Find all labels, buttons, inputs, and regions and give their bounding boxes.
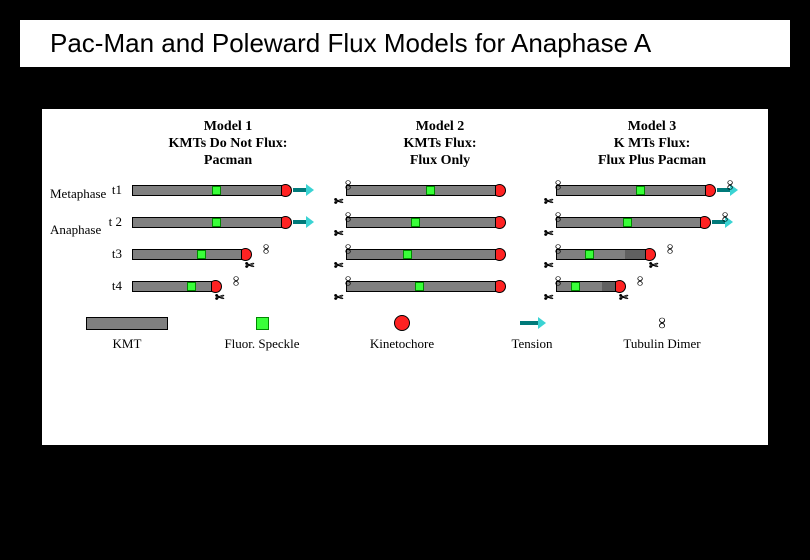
speckle [426, 186, 435, 195]
depolymerizer-icon: ✄ [544, 261, 553, 272]
phase-label-anaphase: Anaphase [50, 222, 101, 238]
legend-icon [86, 312, 168, 334]
model-cell [128, 184, 338, 197]
speckle [636, 186, 645, 195]
tubulin-dimer: ∞ [340, 180, 354, 190]
speckle [187, 282, 196, 291]
depolymerizer-icon: ✄ [544, 293, 553, 304]
legend-item: KMT [62, 312, 192, 352]
kmt-bar [132, 281, 212, 292]
figure-panel: Model 1KMTs Do Not Flux:PacmanModel 2KMT… [40, 107, 770, 447]
tubulin-dimer: ∞ [722, 180, 736, 190]
model-headers: Model 1KMTs Do Not Flux:PacmanModel 2KMT… [122, 119, 758, 169]
legend-label: Kinetochore [370, 336, 434, 352]
kmt-bar [346, 217, 496, 228]
speckle [212, 218, 221, 227]
model-header: Model 3K MTs Flux:Flux Plus Pacman [546, 119, 758, 169]
speckle [415, 282, 424, 291]
tension-arrow [293, 184, 314, 196]
legend-icon [256, 312, 269, 334]
model-header: Model 2KMTs Flux:Flux Only [334, 119, 546, 169]
tubulin-dimer: ∞ [717, 212, 731, 222]
kmt-row: t 2✄∞✄∞∞ [52, 206, 758, 238]
tubulin-dimer: ∞ [340, 212, 354, 222]
page-title: Pac-Man and Poleward Flux Models for Ana… [50, 28, 651, 58]
kmt-bar [556, 249, 646, 260]
tubulin-dimer: ∞ [550, 180, 564, 190]
legend-icon [394, 312, 410, 334]
kmt-bar [346, 249, 496, 260]
speckle [212, 186, 221, 195]
legend: KMT Fluor. Speckle Kinetochore Tension ∞… [52, 312, 758, 352]
depolymerizer-icon: ✄ [649, 261, 658, 272]
depolymerizer-icon: ✄ [334, 293, 343, 304]
kmt-row: t3✄∞✄∞✄✄∞∞ [52, 238, 758, 270]
model-cell: ✄∞ [128, 280, 338, 293]
kmt-bar [132, 249, 242, 260]
depolymerizer-icon: ✄ [544, 229, 553, 240]
legend-label: Tension [512, 336, 553, 352]
time-label: t4 [52, 278, 128, 294]
model-cell: ✄∞ [338, 184, 548, 197]
depolymerizer-icon: ✄ [619, 293, 628, 304]
kmt-bar [132, 217, 282, 228]
legend-icon [519, 312, 546, 334]
time-label: t3 [52, 246, 128, 262]
model-cell: ✄∞∞ [548, 216, 758, 229]
tubulin-dimer: ∞ [340, 276, 354, 286]
tubulin-dimer: ∞ [258, 244, 272, 254]
legend-label: Fluor. Speckle [224, 336, 299, 352]
tubulin-dimer: ∞ [662, 244, 676, 254]
model-cell: ✄✄∞∞ [548, 280, 758, 293]
depolymerizer-icon: ✄ [245, 261, 254, 272]
tubulin-dimer: ∞ [550, 244, 564, 254]
legend-item: ∞ Tubulin Dimer [592, 312, 732, 352]
model-cell: ✄∞ [128, 248, 338, 261]
phase-label-metaphase: Metaphase [50, 186, 106, 202]
rows-area: Metaphase Anaphase t1✄∞✄∞∞t 2✄∞✄∞∞t3✄∞✄∞… [52, 174, 758, 302]
title-bar: Pac-Man and Poleward Flux Models for Ana… [20, 20, 790, 67]
tubulin-dimer: ∞ [340, 244, 354, 254]
kmt-bar [556, 185, 706, 196]
depolymerizer-icon: ✄ [334, 229, 343, 240]
kmt-bar [346, 281, 496, 292]
model-cell: ✄✄∞∞ [548, 248, 758, 261]
speckle [411, 218, 420, 227]
legend-item: Kinetochore [332, 312, 472, 352]
tension-arrow [293, 216, 314, 228]
depolymerizer-icon: ✄ [334, 261, 343, 272]
speckle [585, 250, 594, 259]
depolymerizer-icon: ✄ [215, 293, 224, 304]
legend-label: KMT [113, 336, 142, 352]
model-cell: ✄∞ [338, 280, 548, 293]
speckle [403, 250, 412, 259]
speckle [197, 250, 206, 259]
model-cell: ✄∞∞ [548, 184, 758, 197]
kmt-row: t1✄∞✄∞∞ [52, 174, 758, 206]
model-header: Model 1KMTs Do Not Flux:Pacman [122, 119, 334, 169]
tubulin-dimer: ∞ [550, 276, 564, 286]
model-cell: ✄∞ [338, 216, 548, 229]
kmt-bar [556, 217, 701, 228]
depolymerizer-icon: ✄ [544, 197, 553, 208]
tubulin-dimer: ∞ [550, 212, 564, 222]
kmt-bar [132, 185, 282, 196]
legend-item: Tension [472, 312, 592, 352]
kmt-row: t4✄∞✄∞✄✄∞∞ [52, 270, 758, 302]
model-cell: ✄∞ [338, 248, 548, 261]
tubulin-dimer: ∞ [228, 276, 242, 286]
depolymerizer-icon: ✄ [334, 197, 343, 208]
speckle [571, 282, 580, 291]
legend-icon: ∞ [656, 312, 667, 334]
speckle [623, 218, 632, 227]
model-cell [128, 216, 338, 229]
legend-label: Tubulin Dimer [623, 336, 700, 352]
legend-item: Fluor. Speckle [192, 312, 332, 352]
kmt-bar [346, 185, 496, 196]
tubulin-dimer: ∞ [632, 276, 646, 286]
kmt-bar [556, 281, 616, 292]
